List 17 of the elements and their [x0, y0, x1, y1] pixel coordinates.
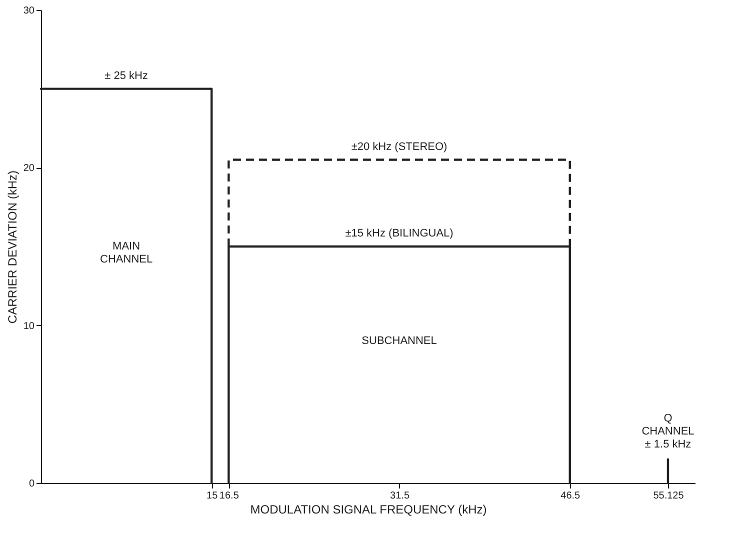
x-tick-label: 55.125 — [653, 490, 684, 502]
y-tick-label: 10 — [23, 320, 35, 332]
y-tick-label: 20 — [23, 163, 35, 174]
x-tick-label: 31.5 — [390, 490, 410, 502]
x-tick-label: 46.5 — [560, 490, 581, 502]
annotation: ±15 kHz (BILINGUAL) — [345, 228, 454, 240]
annotation: Q CHANNEL ± 1.5 kHz — [642, 412, 694, 450]
x-tick-label: 16.5 — [219, 490, 240, 502]
annotation: ±20 kHz (STEREO) — [351, 140, 448, 153]
y-axis-title: CARRIER DEVIATION (kHz) — [5, 170, 20, 324]
x-tick-label: 15 — [206, 490, 218, 502]
annotation: SUBCHANNEL — [362, 335, 437, 348]
y-tick-label: 0 — [28, 478, 35, 490]
y-tick-label: 30 — [23, 6, 35, 16]
annotation: ± 25 kHz — [104, 70, 148, 82]
annotation: MAIN CHANNEL — [100, 240, 153, 266]
x-axis-title: MODULATION SIGNAL FREQUENCY (kHz) — [250, 502, 487, 516]
